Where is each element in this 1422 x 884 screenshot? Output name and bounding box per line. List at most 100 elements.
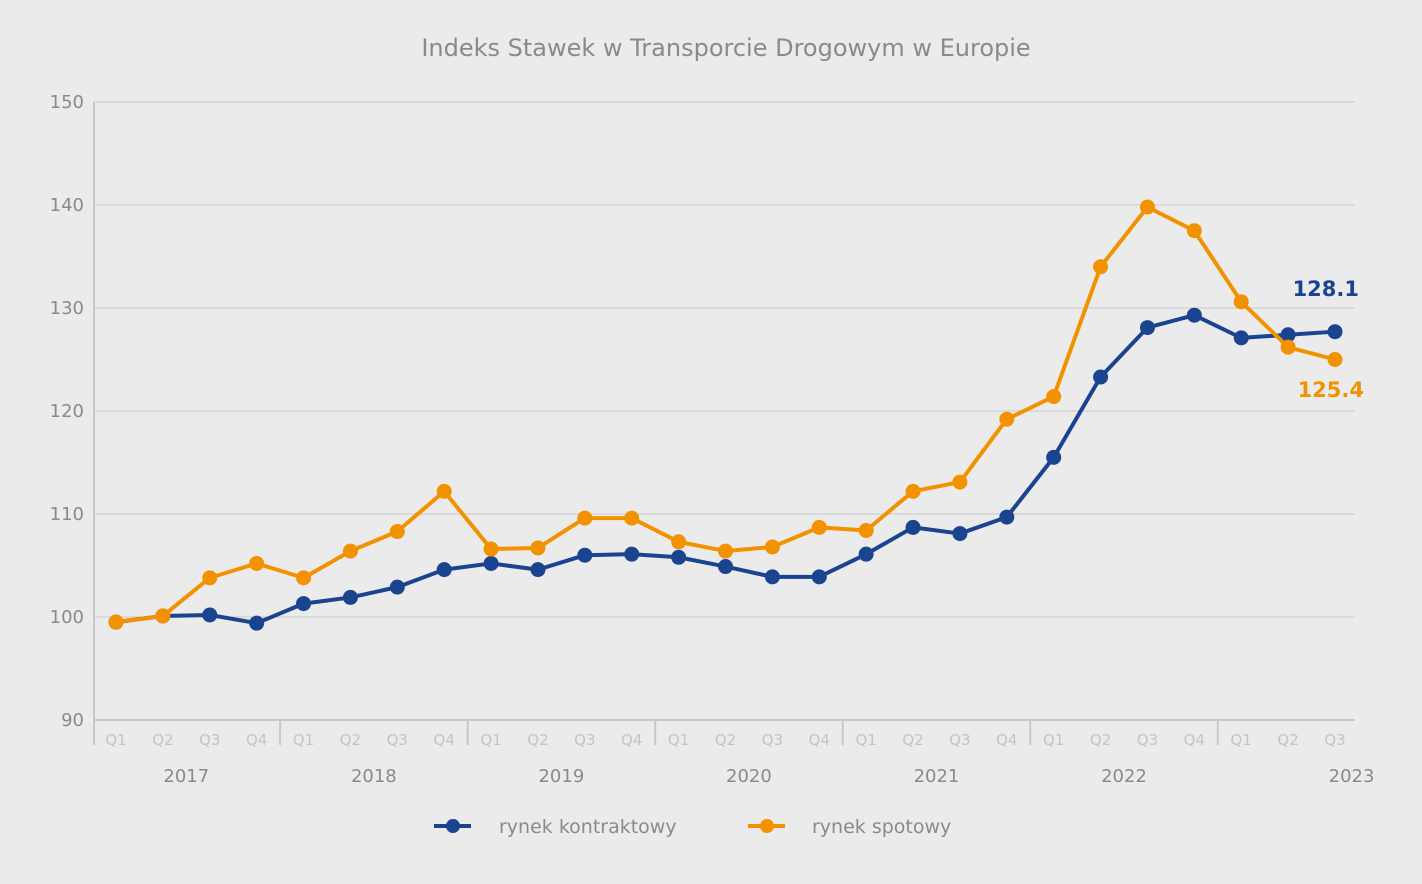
quarter-tick-label: Q1 <box>105 731 126 749</box>
legend: rynek kontraktowy rynek spotowy <box>434 816 951 838</box>
legend-dot-icon <box>760 819 774 833</box>
data-point <box>202 607 218 623</box>
data-point <box>624 510 640 526</box>
quarter-tick-label: Q4 <box>809 731 830 749</box>
year-label: 2020 <box>726 766 772 787</box>
data-point <box>764 539 780 555</box>
data-point <box>952 474 968 490</box>
quarter-tick-label: Q1 <box>1231 731 1252 749</box>
data-point <box>1046 449 1062 465</box>
data-point <box>108 614 124 630</box>
quarter-tick-label: Q2 <box>1090 731 1111 749</box>
quarter-tick-label: Q4 <box>621 731 642 749</box>
data-point <box>952 526 968 542</box>
data-point <box>483 541 499 557</box>
data-point <box>718 543 733 559</box>
data-point <box>1280 327 1296 343</box>
quarter-tick-label: Q2 <box>902 731 923 749</box>
data-point <box>1327 352 1343 367</box>
data-point <box>1139 320 1155 336</box>
data-point <box>249 615 265 631</box>
data-point <box>671 549 687 565</box>
data-point <box>1233 330 1249 346</box>
data-point <box>999 411 1015 427</box>
data-point <box>1093 369 1109 385</box>
legend-label: rynek kontraktowy <box>499 816 677 838</box>
data-point <box>342 543 358 559</box>
year-label: 2018 <box>351 766 397 787</box>
data-point <box>296 570 312 586</box>
year-label: 2023 <box>1329 766 1375 787</box>
legend-label: rynek spotowy <box>812 816 951 838</box>
legend-dot-icon <box>446 819 460 833</box>
data-point <box>577 547 593 563</box>
gridlines <box>94 101 1355 618</box>
data-point <box>858 522 874 538</box>
data-point <box>436 483 452 499</box>
data-point <box>389 524 405 540</box>
data-point <box>296 596 312 612</box>
y-tick-label: 120 <box>50 401 84 422</box>
quarter-tick-label: Q3 <box>949 731 970 749</box>
data-point <box>155 608 171 624</box>
series-rynek-spotowy <box>108 199 1343 630</box>
y-tick-label: 140 <box>50 195 84 216</box>
data-point <box>764 569 780 585</box>
data-point <box>1186 223 1202 239</box>
chart-title: Indeks Stawek w Transporcie Drogowym w E… <box>421 34 1030 62</box>
quarter-tick-label: Q2 <box>527 731 548 749</box>
y-tick-label: 90 <box>61 710 84 731</box>
data-point <box>999 509 1015 525</box>
quarter-tick-label: Q4 <box>246 731 267 749</box>
quarter-tick-label: Q3 <box>199 731 220 749</box>
end-label-kontraktowy: 128.1 <box>1293 277 1359 301</box>
quarter-tick-label: Q1 <box>1043 731 1064 749</box>
data-point <box>671 534 687 550</box>
data-point <box>530 540 546 556</box>
quarter-tick-label: Q1 <box>855 731 876 749</box>
y-tick-label: 130 <box>50 298 84 319</box>
quarter-tick-label: Q4 <box>1184 731 1205 749</box>
data-point <box>1186 307 1202 323</box>
year-label: 2019 <box>538 766 584 787</box>
quarter-tick-label: Q2 <box>715 731 736 749</box>
year-label: 2021 <box>914 766 960 787</box>
data-point <box>249 555 265 571</box>
year-label: 2017 <box>163 766 209 787</box>
data-point <box>718 559 733 575</box>
quarter-tick-label: Q1 <box>668 731 689 749</box>
quarter-tick-label: Q4 <box>996 731 1017 749</box>
legend-item: rynek kontraktowy <box>434 816 677 838</box>
data-point <box>905 483 921 499</box>
quarter-tick-label: Q3 <box>762 731 783 749</box>
quarter-tick-label: Q3 <box>574 731 595 749</box>
quarter-tick-label: Q2 <box>152 731 173 749</box>
data-point <box>389 579 405 595</box>
data-point <box>1233 294 1249 310</box>
data-point <box>342 589 358 605</box>
y-tick-label: 150 <box>50 92 84 113</box>
series-rynek-kontraktowy <box>108 307 1343 631</box>
data-point <box>577 510 593 526</box>
data-point <box>483 555 499 571</box>
quarter-tick-label: Q1 <box>293 731 314 749</box>
data-point <box>1280 339 1296 355</box>
data-point <box>905 519 921 535</box>
data-point <box>1139 199 1155 215</box>
y-axis-ticks: 90 100 110 120 130 140 150 <box>50 92 84 731</box>
data-point <box>624 546 640 562</box>
end-label-spotowy: 125.4 <box>1298 378 1364 402</box>
data-point <box>530 562 546 578</box>
legend-item: rynek spotowy <box>748 816 951 838</box>
data-point <box>1093 259 1109 275</box>
data-point <box>811 569 827 585</box>
data-point <box>811 519 827 535</box>
quarter-tick-label: Q3 <box>1137 731 1158 749</box>
y-tick-label: 110 <box>50 504 84 525</box>
year-label: 2022 <box>1101 766 1147 787</box>
data-point <box>436 562 452 578</box>
quarter-tick-label: Q3 <box>1324 731 1345 749</box>
data-point <box>858 546 874 562</box>
quarter-tick-label: Q3 <box>387 731 408 749</box>
